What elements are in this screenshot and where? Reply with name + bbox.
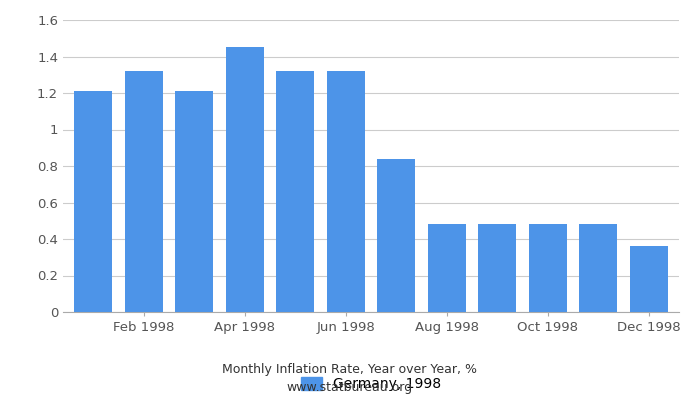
Bar	[580, 224, 617, 312]
Bar	[528, 224, 567, 312]
Bar	[478, 224, 516, 312]
Bar	[428, 224, 466, 312]
Bar	[276, 71, 314, 312]
Bar	[175, 91, 214, 312]
Bar	[377, 159, 415, 312]
Bar	[630, 246, 668, 312]
Bar	[327, 71, 365, 312]
Bar	[125, 71, 162, 312]
Text: www.statbureau.org: www.statbureau.org	[287, 382, 413, 394]
Text: Monthly Inflation Rate, Year over Year, %: Monthly Inflation Rate, Year over Year, …	[223, 364, 477, 376]
Bar	[226, 47, 264, 312]
Bar	[74, 91, 112, 312]
Legend: Germany, 1998: Germany, 1998	[295, 372, 447, 397]
